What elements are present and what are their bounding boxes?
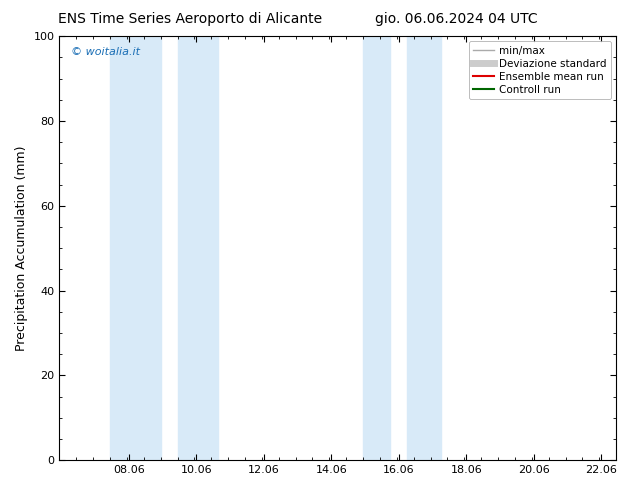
Text: © woitalia.it: © woitalia.it — [70, 47, 139, 57]
Bar — [178, 36, 218, 460]
Bar — [363, 36, 390, 460]
Text: ENS Time Series Aeroporto di Alicante: ENS Time Series Aeroporto di Alicante — [58, 12, 322, 26]
Text: gio. 06.06.2024 04 UTC: gio. 06.06.2024 04 UTC — [375, 12, 538, 26]
Legend: min/max, Deviazione standard, Ensemble mean run, Controll run: min/max, Deviazione standard, Ensemble m… — [469, 41, 611, 99]
Bar — [407, 36, 441, 460]
Y-axis label: Precipitation Accumulation (mm): Precipitation Accumulation (mm) — [15, 146, 28, 351]
Bar — [110, 36, 160, 460]
